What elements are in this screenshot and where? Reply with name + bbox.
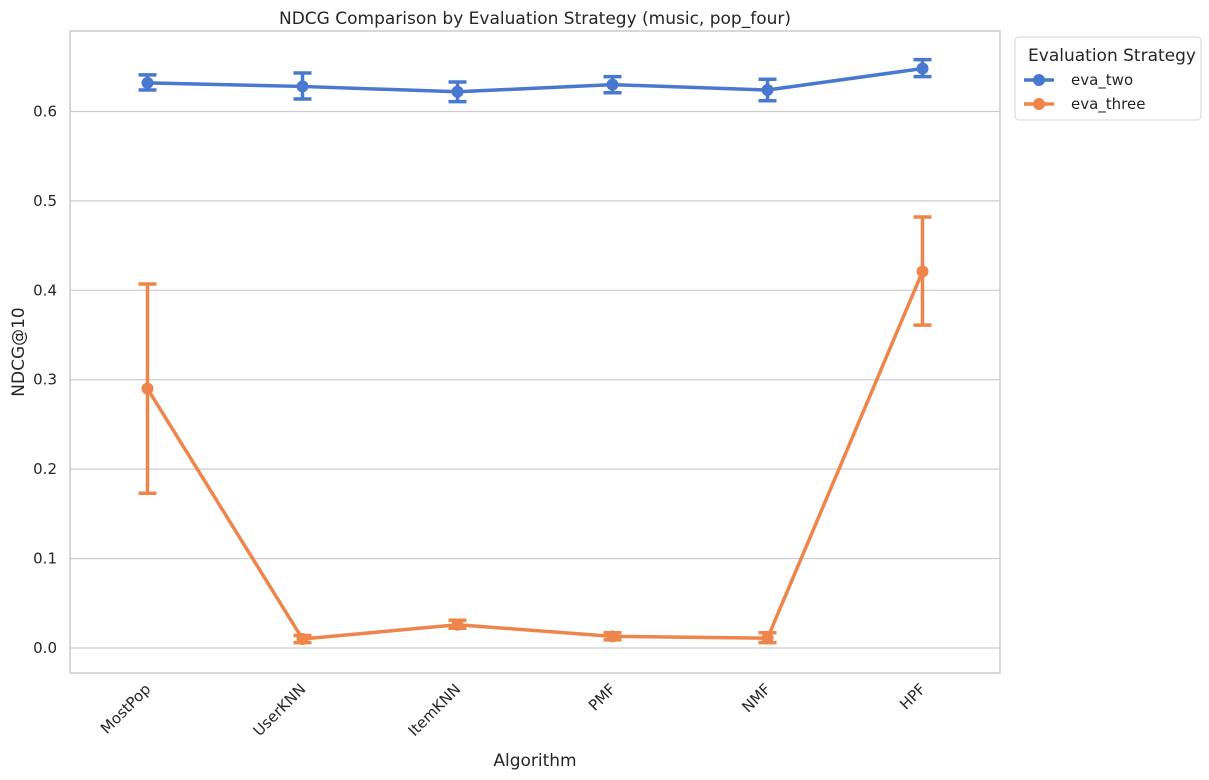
legend: Evaluation Strategy eva_two eva_three	[1014, 36, 1202, 121]
y-axis-title: NDCG@10	[9, 307, 29, 396]
data-point	[761, 84, 774, 97]
data-point	[141, 382, 154, 395]
legend-entry-eva_two: eva_two	[1024, 71, 1133, 90]
legend-marker	[1033, 98, 1045, 110]
data-point	[606, 630, 619, 643]
legend-title: Evaluation Strategy	[1028, 46, 1196, 66]
series-line	[145, 66, 925, 94]
y-tick-labels: 0.0 0.1 0.2 0.3 0.4 0.5 0.6	[33, 102, 57, 656]
x-tick-label: NMF	[738, 680, 774, 716]
data-point	[296, 633, 309, 646]
legend-marker	[1033, 74, 1045, 86]
legend-label: eva_two	[1071, 71, 1133, 90]
x-axis-title: Algorithm	[493, 751, 576, 771]
data-point	[761, 632, 774, 645]
x-tick-label: PMF	[585, 680, 619, 714]
y-tick-label: 0.0	[33, 639, 57, 657]
data-point	[451, 618, 464, 631]
legend-label: eva_three	[1071, 95, 1145, 114]
y-tick-label: 0.4	[33, 281, 57, 299]
x-tick-label: UserKNN	[250, 680, 310, 740]
grid	[70, 110, 1000, 649]
series	[138, 57, 932, 646]
legend-box	[1014, 36, 1202, 121]
legend-entry-eva_three: eva_three	[1024, 95, 1145, 114]
y-tick-label: 0.1	[33, 550, 57, 568]
x-tick-label: ItemKNN	[405, 680, 465, 740]
data-point	[451, 85, 464, 98]
data-point	[606, 78, 619, 91]
data-point	[916, 265, 929, 278]
x-tick-label: MostPop	[97, 680, 154, 737]
plot-frame	[69, 30, 1001, 674]
series-eva_three	[138, 215, 932, 646]
data-point	[916, 62, 929, 75]
x-tick-label: HPF	[896, 680, 929, 713]
x-tick-labels: MostPop UserKNN ItemKNN PMF NMF HPF	[97, 680, 929, 740]
series-eva_two	[138, 57, 932, 104]
chart-title: NDCG Comparison by Evaluation Strategy (…	[279, 9, 791, 29]
y-tick-label: 0.3	[33, 371, 57, 389]
y-tick-label: 0.5	[33, 192, 57, 210]
series-line	[145, 269, 925, 641]
data-point	[296, 80, 309, 93]
y-tick-label: 0.2	[33, 460, 57, 478]
y-tick-label: 0.6	[33, 102, 57, 120]
data-point	[141, 76, 154, 89]
